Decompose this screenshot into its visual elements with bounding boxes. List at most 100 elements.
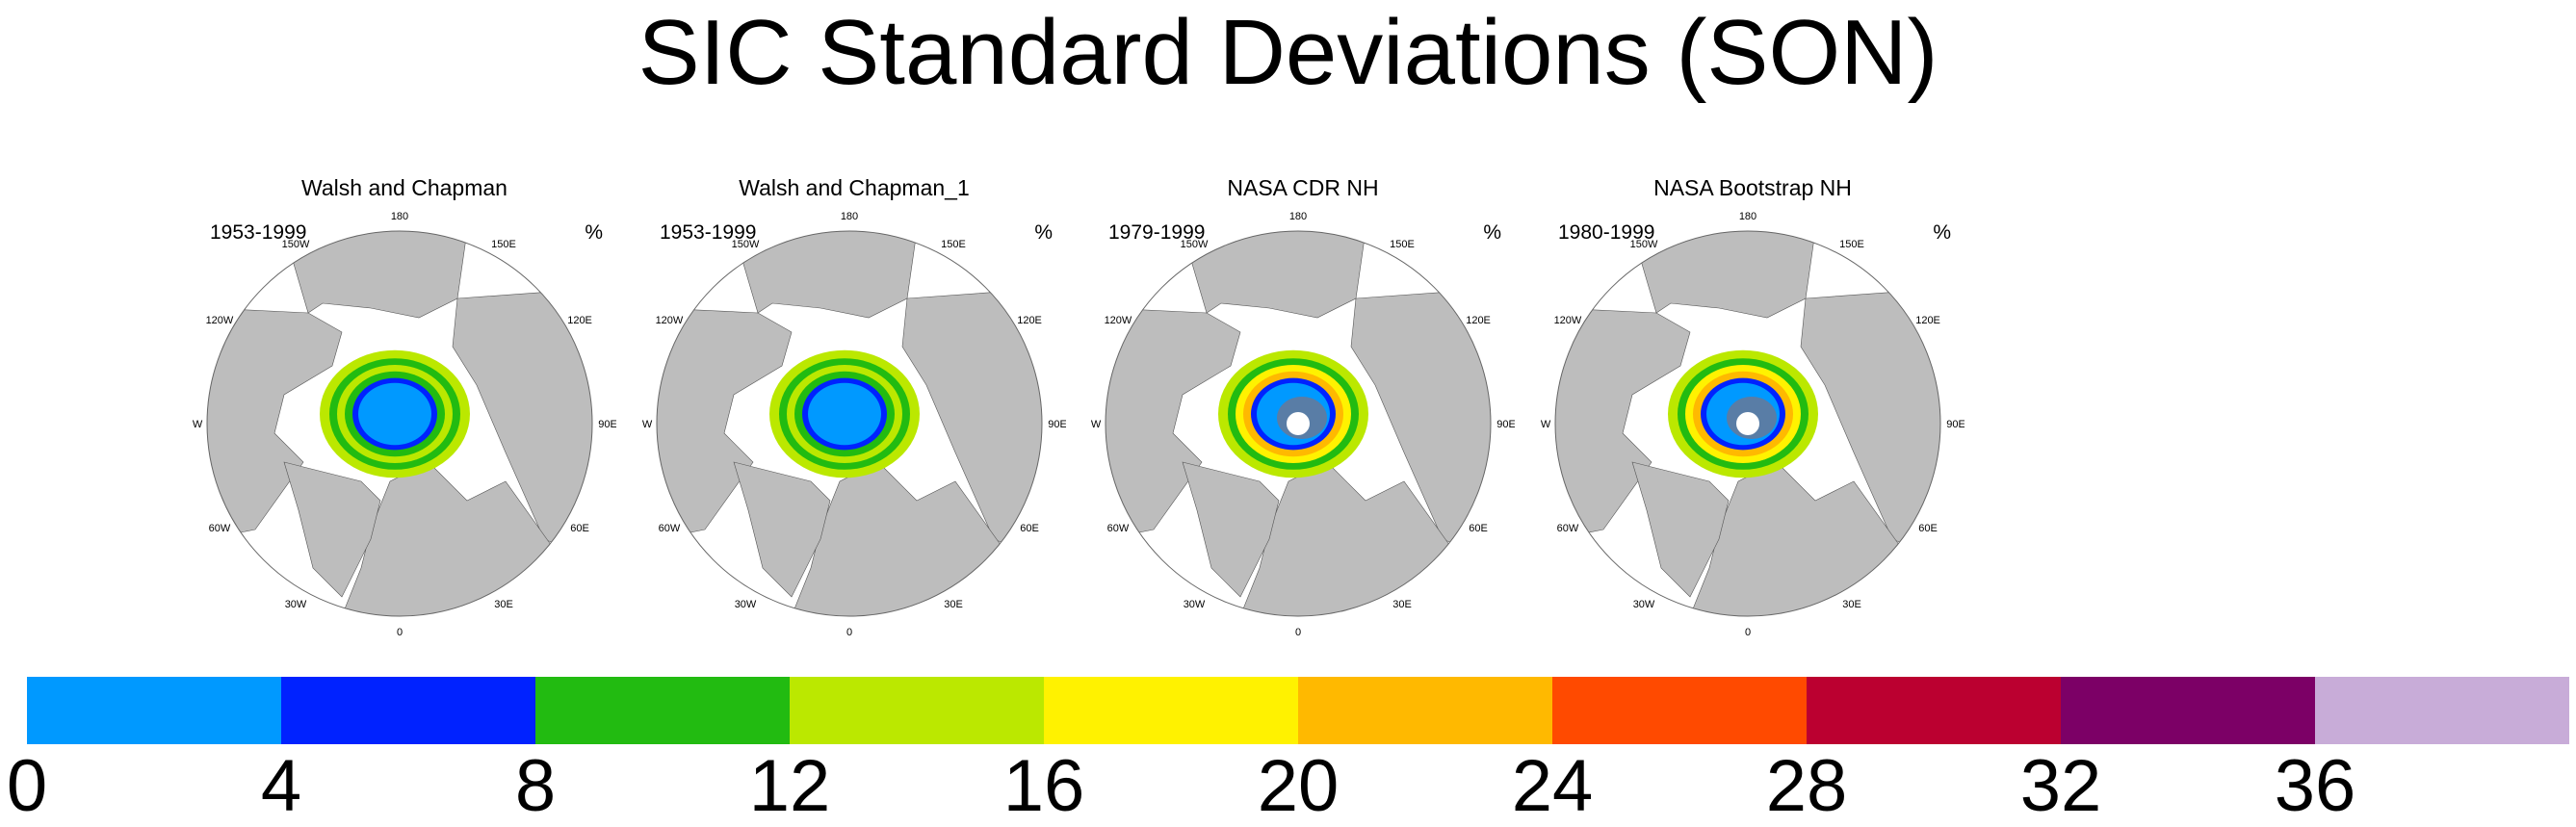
- panel-period: 1979-1999: [1108, 221, 1206, 244]
- colorbar-tick-label: 8: [514, 745, 557, 827]
- map-content: [1555, 231, 1940, 616]
- longitude-label: 120W: [1554, 315, 1582, 326]
- longitude-label: 120E: [1017, 315, 1042, 326]
- longitude-label: 150W: [1181, 239, 1209, 250]
- longitude-label: 150E: [491, 239, 516, 250]
- longitude-label: 120W: [1105, 315, 1132, 326]
- longitude-label: 150E: [1390, 239, 1415, 250]
- panel-title: Walsh and Chapman_1: [739, 175, 970, 200]
- longitude-label: 120E: [1915, 315, 1940, 326]
- longitude-label: 30E: [944, 599, 963, 610]
- longitude-label: 90E: [1496, 419, 1515, 430]
- map-border: [206, 230, 593, 617]
- panel-title: NASA Bootstrap NH: [1653, 175, 1852, 200]
- longitude-label: 120W: [656, 315, 684, 326]
- land-mass: [283, 231, 468, 319]
- longitude-label: 120E: [567, 315, 592, 326]
- map-border: [656, 230, 1043, 617]
- map-content: [1106, 231, 1491, 616]
- land-mass: [1350, 288, 1491, 559]
- colorbar-tick-label: 36: [2274, 745, 2356, 827]
- longitude-label: 120E: [1466, 315, 1491, 326]
- land-mass: [1800, 288, 1940, 559]
- longitude-label: 90E: [1048, 419, 1066, 430]
- map-panel: NASA CDR NH 1979-1999% 180 150E 120E 90E 60E 30…: [1091, 173, 1515, 635]
- pole-hole: [1287, 412, 1310, 435]
- land-mass: [733, 461, 831, 598]
- panel-period: 1980-1999: [1558, 221, 1655, 244]
- longitude-label: 90W: [1541, 419, 1551, 430]
- map-content: [207, 231, 592, 616]
- panel-unit: %: [1933, 221, 1951, 244]
- longitude-label: 0: [1745, 627, 1751, 635]
- longitude-label: 60W: [209, 523, 231, 534]
- longitude-label: 0: [397, 627, 403, 635]
- longitude-label: 30W: [285, 599, 307, 610]
- longitude-label: 30W: [735, 599, 757, 610]
- colorbar-segment: [281, 677, 535, 744]
- map-border: [1554, 230, 1941, 617]
- map-panel: Walsh and Chapman 1953-1999% 180 150E 120E 90…: [193, 173, 616, 635]
- colorbar-tick-label: 32: [2019, 745, 2102, 827]
- map-panel: NASA Bootstrap NH 1980-1999% 180 150E 120E 90…: [1541, 173, 1965, 635]
- colorbar-segment: [1552, 677, 1807, 744]
- land-mass: [733, 231, 918, 319]
- longitude-label: 180: [841, 211, 858, 222]
- polar-map: 180 150E 120E 90E 60E 30E 0 30W 60W 90W 120W 150W: [642, 211, 1066, 635]
- panel-period: 1953-1999: [660, 221, 757, 244]
- panel-title: Walsh and Chapman: [301, 175, 507, 200]
- longitude-label: 60W: [1107, 523, 1130, 534]
- colorbar-segment: [790, 677, 1044, 744]
- colorbar-segment: [2061, 677, 2315, 744]
- polar-map: 180 150E 120E 90E 60E 30E 0 30W 60W 90W 120W 150W: [193, 211, 616, 635]
- longitude-label: 30E: [1842, 599, 1861, 610]
- panel-unit: %: [1034, 221, 1053, 244]
- land-mass: [901, 288, 1042, 559]
- sic-contour: [808, 382, 881, 446]
- colorbar-segment: [2315, 677, 2569, 744]
- pole-hole: [1736, 412, 1759, 435]
- longitude-label: 150E: [1839, 239, 1864, 250]
- colorbar-tick-label: 16: [1002, 745, 1085, 827]
- map-border: [1105, 230, 1492, 617]
- longitude-label: 150W: [1630, 239, 1658, 250]
- longitude-label: 0: [1295, 627, 1301, 635]
- sic-contour: [358, 382, 431, 446]
- longitude-label: 60E: [1469, 523, 1488, 534]
- longitude-label: 150E: [941, 239, 966, 250]
- colorbar-segment: [1044, 677, 1298, 744]
- land-mass: [1182, 461, 1280, 598]
- panel-unit: %: [585, 221, 603, 244]
- polar-map: 180 150E 120E 90E 60E 30E 0 30W 60W 90W 120W 150W: [1091, 211, 1515, 635]
- colorbar-segment: [1807, 677, 2061, 744]
- land-mass: [1631, 231, 1816, 319]
- longitude-label: 90E: [1946, 419, 1965, 430]
- colorbar-tick-label: 20: [1257, 745, 1340, 827]
- longitude-label: 150W: [732, 239, 760, 250]
- longitude-label: 60W: [1557, 523, 1579, 534]
- colorbar-segment: [27, 677, 281, 744]
- longitude-label: 180: [1739, 211, 1756, 222]
- longitude-label: 60E: [570, 523, 589, 534]
- land-mass: [1631, 461, 1730, 598]
- longitude-label: 180: [391, 211, 408, 222]
- longitude-label: 60W: [659, 523, 681, 534]
- land-mass: [283, 461, 381, 598]
- longitude-label: 180: [1289, 211, 1307, 222]
- longitude-label: 30W: [1633, 599, 1655, 610]
- colorbar-tick-label: 24: [1511, 745, 1594, 827]
- longitude-label: 90W: [642, 419, 653, 430]
- colorbar-segment: [535, 677, 790, 744]
- panel-title: NASA CDR NH: [1227, 175, 1379, 200]
- longitude-label: 60E: [1918, 523, 1938, 534]
- longitude-label: 90W: [193, 419, 203, 430]
- land-mass: [1182, 231, 1366, 319]
- map-panel: Walsh and Chapman_1 1953-1999% 180 150E 120E…: [642, 173, 1066, 635]
- longitude-label: 120W: [206, 315, 234, 326]
- longitude-label: 90E: [598, 419, 616, 430]
- longitude-label: 150W: [282, 239, 310, 250]
- longitude-label: 30W: [1184, 599, 1206, 610]
- figure-title: SIC Standard Deviations (SON): [637, 1, 1939, 104]
- longitude-label: 60E: [1020, 523, 1039, 534]
- longitude-label: 0: [846, 627, 852, 635]
